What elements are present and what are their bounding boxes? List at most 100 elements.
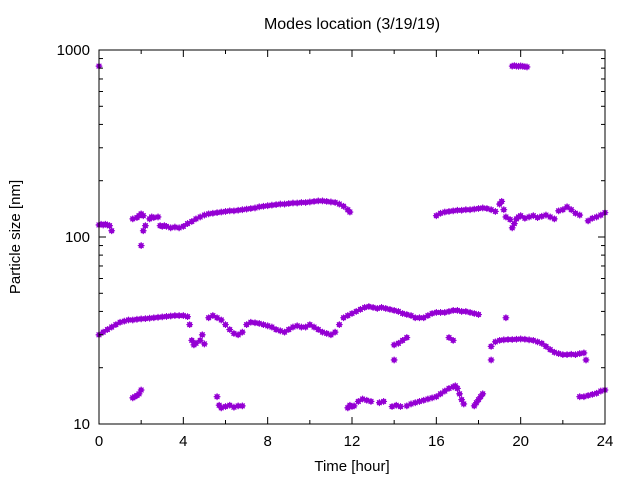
data-point (475, 311, 482, 318)
data-point (563, 203, 571, 211)
data-point (289, 199, 297, 207)
data-point (335, 200, 343, 208)
data-point (217, 316, 225, 324)
data-point (340, 314, 347, 322)
data-point (238, 206, 246, 214)
y-tick-label: 10 (73, 416, 90, 433)
data-point (213, 393, 221, 401)
data-point (319, 197, 326, 205)
data-point (593, 389, 600, 397)
data-point (154, 313, 162, 321)
x-tick-label: 20 (512, 433, 529, 450)
data-point (350, 402, 358, 410)
data-point (205, 314, 213, 322)
data-point (198, 331, 206, 339)
data-point (186, 321, 194, 329)
data-point (255, 203, 263, 211)
data-point (154, 213, 162, 221)
data-point (367, 398, 375, 405)
data-point (394, 308, 402, 315)
plot-frame (98, 49, 606, 425)
data-point (163, 313, 170, 320)
data-point (137, 242, 145, 249)
data-point (196, 213, 204, 221)
x-tick-label: 0 (95, 433, 103, 450)
data-point (441, 387, 449, 395)
data-point (135, 390, 143, 398)
data-point (576, 393, 584, 401)
data-point (264, 202, 272, 210)
data-point (437, 309, 444, 316)
data-point (298, 199, 305, 206)
x-tick-label: 16 (428, 433, 445, 450)
data-point (167, 224, 175, 232)
data-point (584, 217, 592, 225)
data-point (137, 386, 145, 394)
data-point (243, 205, 250, 213)
data-point (112, 321, 120, 329)
data-point (462, 206, 470, 214)
data-point (106, 222, 113, 230)
data-point (310, 323, 318, 331)
data-point (285, 326, 293, 333)
data-point (502, 213, 510, 221)
data-point (268, 323, 276, 331)
data-point (576, 350, 584, 357)
data-point (500, 336, 508, 344)
data-point (416, 314, 423, 322)
data-point (523, 63, 531, 71)
data-point (344, 312, 352, 319)
data-point (397, 403, 404, 410)
x-tick-label: 24 (597, 433, 614, 450)
data-point (306, 198, 314, 206)
data-point (201, 340, 208, 348)
data-point (213, 314, 221, 322)
data-point (502, 314, 510, 322)
data-point (234, 402, 242, 410)
data-point (310, 198, 318, 205)
data-point (327, 331, 335, 339)
data-point (352, 308, 360, 315)
y-tick-label: 100 (65, 229, 90, 246)
data-point (331, 328, 339, 336)
data-point (403, 402, 411, 410)
data-point (302, 199, 310, 206)
data-point (306, 321, 314, 329)
data-point (243, 321, 250, 329)
data-point (150, 314, 158, 322)
data-point (466, 206, 474, 214)
data-point (260, 202, 267, 210)
data-point (580, 349, 588, 357)
data-point (546, 346, 554, 353)
data-point (496, 336, 503, 344)
data-point (357, 306, 364, 313)
data-point (158, 313, 166, 321)
data-point (407, 312, 415, 319)
data-point (491, 208, 499, 215)
data-point (209, 312, 217, 319)
data-point (335, 321, 343, 329)
data-point (139, 212, 147, 220)
data-point (546, 213, 554, 221)
data-point (399, 336, 406, 344)
data-point (576, 211, 584, 219)
data-point (293, 199, 301, 207)
data-point (559, 351, 567, 359)
data-point (498, 198, 506, 205)
data-point (510, 220, 518, 227)
data-point (567, 206, 575, 214)
data-point (521, 335, 529, 343)
data-point (137, 315, 145, 323)
data-point (593, 213, 600, 221)
data-point (276, 200, 284, 208)
data-point (454, 206, 461, 214)
data-point (517, 212, 525, 220)
data-point (500, 206, 508, 214)
data-point (458, 396, 466, 404)
data-point (108, 227, 116, 235)
data-point (432, 212, 440, 220)
data-point (141, 222, 149, 230)
data-point (281, 200, 288, 208)
data-point (184, 313, 191, 321)
